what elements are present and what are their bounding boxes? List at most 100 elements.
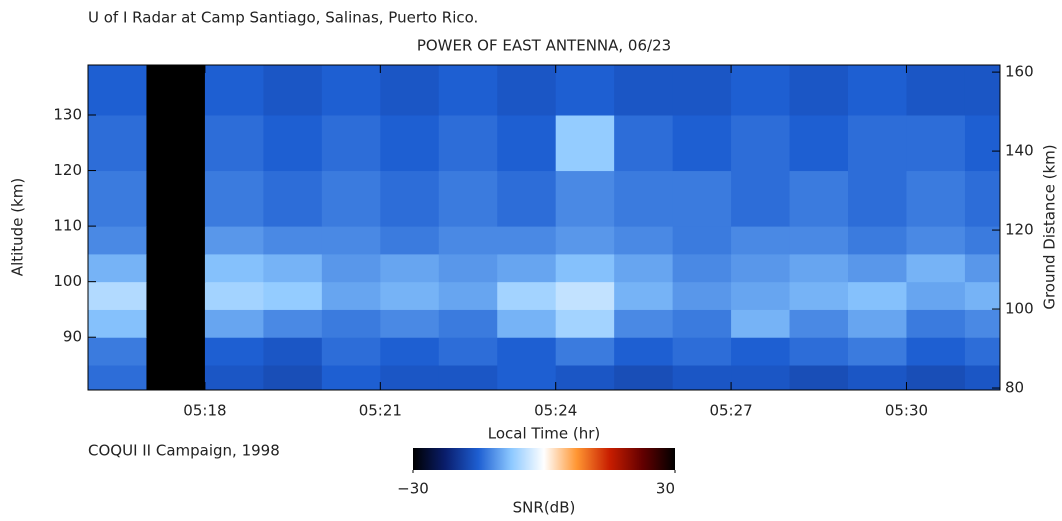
heatmap-cell xyxy=(672,253,732,283)
heatmap-cell xyxy=(555,115,615,172)
y2-tick-label: 120 xyxy=(1005,221,1034,239)
heatmap-cell xyxy=(438,281,498,310)
heatmap-cell xyxy=(906,115,966,172)
heatmap-cell xyxy=(848,65,907,116)
heatmap-cell xyxy=(204,115,264,172)
heatmap-cell xyxy=(438,309,498,338)
heatmap-cell xyxy=(88,253,147,283)
heatmap-cell xyxy=(672,281,732,310)
heatmap-cell xyxy=(497,337,557,366)
x-tick-label: 05:30 xyxy=(885,402,928,420)
heatmap-cell xyxy=(964,281,1001,310)
heatmap-cell xyxy=(380,309,440,338)
colorbar-label: SNR(dB) xyxy=(513,499,576,517)
heatmap-cell xyxy=(964,226,1001,255)
heatmap-cell xyxy=(146,226,206,255)
plot-frame xyxy=(87,64,1001,391)
heatmap-cell xyxy=(789,65,849,116)
x-tick-label: 05:21 xyxy=(359,402,402,420)
heatmap-cell xyxy=(321,309,381,338)
heatmap-cell xyxy=(321,253,381,283)
heatmap-cell xyxy=(438,337,498,366)
heatmap-cell xyxy=(204,281,264,310)
heatmap-cell xyxy=(848,226,907,255)
heatmap-cell xyxy=(964,253,1001,283)
heatmap-cell xyxy=(964,309,1001,338)
heatmap-cell xyxy=(848,309,907,338)
heatmap-cell xyxy=(614,226,674,255)
heatmap-cell xyxy=(321,365,381,391)
heatmap-cell xyxy=(906,226,966,255)
heatmap-cell xyxy=(614,115,674,172)
heatmap-cell xyxy=(321,226,381,255)
heatmap-cell xyxy=(88,170,147,227)
colorbar-tick-label: 30 xyxy=(656,480,675,498)
heatmap-cell xyxy=(964,365,1001,391)
heatmap-cell xyxy=(789,337,849,366)
heatmap-cell xyxy=(614,170,674,227)
x-tick-label: 05:18 xyxy=(183,402,226,420)
heatmap-cell xyxy=(438,115,498,172)
heatmap-cell xyxy=(380,65,440,116)
heatmap-cell xyxy=(321,337,381,366)
heatmap-cell xyxy=(731,253,791,283)
heatmap-cell xyxy=(146,281,206,310)
heatmap-cell xyxy=(146,170,206,227)
heatmap-cell xyxy=(672,337,732,366)
y-tick-label: 100 xyxy=(53,272,82,290)
y-tick-label: 130 xyxy=(53,106,82,124)
heatmap-cell xyxy=(848,337,907,366)
heatmap-cell xyxy=(789,365,849,391)
heatmap-cell xyxy=(380,115,440,172)
heatmap-cell xyxy=(263,309,323,338)
heatmap-cell xyxy=(146,365,206,391)
heatmap-cell xyxy=(146,65,206,116)
heatmap-cell xyxy=(555,253,615,283)
heatmap-cell xyxy=(263,253,323,283)
heatmap-cell xyxy=(789,115,849,172)
heatmap-cell xyxy=(906,253,966,283)
heatmap-cell xyxy=(731,337,791,366)
heatmap-cell xyxy=(146,309,206,338)
heatmap-cell xyxy=(964,115,1001,172)
heatmap-cell xyxy=(88,281,147,310)
heatmap-cell xyxy=(204,365,264,391)
heatmap-cell xyxy=(614,253,674,283)
heatmap-cell xyxy=(731,170,791,227)
heatmap-cell xyxy=(672,115,732,172)
heatmap-cell xyxy=(555,309,615,338)
heatmap-cell xyxy=(380,337,440,366)
heatmap-cell xyxy=(848,170,907,227)
heatmap-cell xyxy=(789,281,849,310)
x-tick-label: 05:27 xyxy=(709,402,752,420)
heatmap-cell xyxy=(906,365,966,391)
heatmap-cell xyxy=(438,253,498,283)
heatmap-cell xyxy=(731,309,791,338)
heatmap-cell xyxy=(731,65,791,116)
heatmap-cell xyxy=(964,65,1001,116)
heatmap-cell xyxy=(438,365,498,391)
heatmap-cell xyxy=(789,253,849,283)
heatmap-cell xyxy=(321,115,381,172)
heatmap-cell xyxy=(204,337,264,366)
heatmap-cell xyxy=(497,309,557,338)
heatmap-cell xyxy=(789,170,849,227)
heatmap-cell xyxy=(380,226,440,255)
y2-axis-label: Ground Distance (km) xyxy=(1041,144,1059,309)
heatmap-cell xyxy=(906,65,966,116)
chart-subtitle: POWER OF EAST ANTENNA, 06/23 xyxy=(417,37,671,55)
colorbar-tick-label: −30 xyxy=(397,480,429,498)
heatmap-cell xyxy=(88,337,147,366)
heatmap-cell xyxy=(204,170,264,227)
heatmap-cell xyxy=(555,170,615,227)
heatmap-cell xyxy=(204,65,264,116)
heatmap-cell xyxy=(380,170,440,227)
heatmap-cell xyxy=(497,281,557,310)
y2-tick-label: 100 xyxy=(1005,300,1034,318)
heatmap-cell xyxy=(263,281,323,310)
heatmap-cell xyxy=(731,281,791,310)
heatmap-cell xyxy=(146,115,206,172)
heatmap-cell xyxy=(263,170,323,227)
heatmap-cell xyxy=(263,65,323,116)
heatmap-cell xyxy=(321,281,381,310)
